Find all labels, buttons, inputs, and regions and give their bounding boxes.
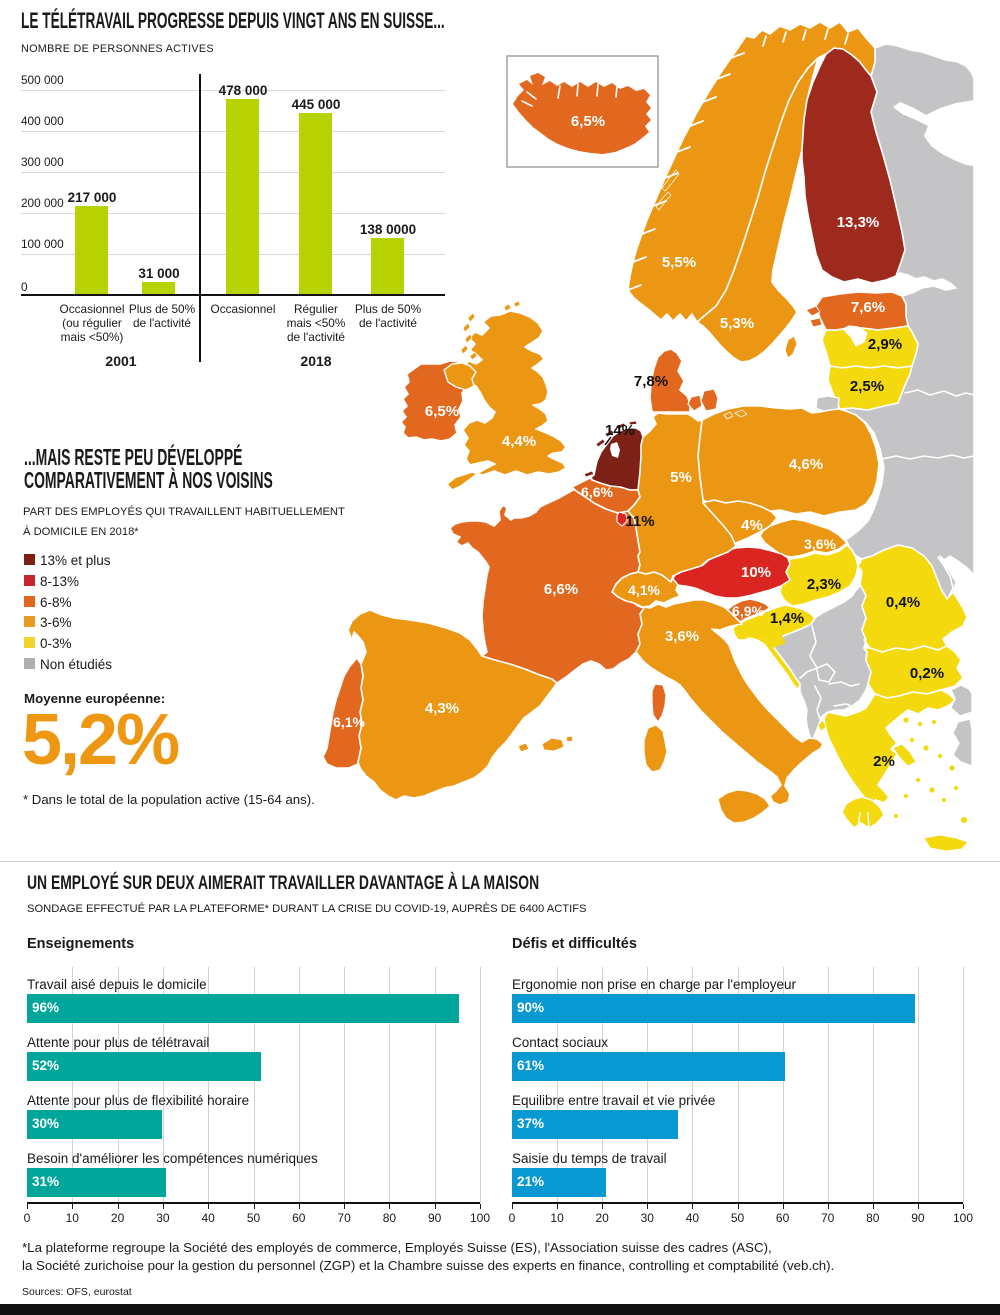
svg-text:1,4%: 1,4%	[770, 610, 804, 627]
svg-text:2,5%: 2,5%	[850, 378, 884, 395]
svg-text:4,3%: 4,3%	[425, 700, 459, 717]
svg-text:2,3%: 2,3%	[807, 576, 841, 593]
svg-text:0,2%: 0,2%	[910, 665, 944, 682]
svg-text:4%: 4%	[741, 517, 763, 534]
svg-text:7,6%: 7,6%	[851, 299, 885, 316]
svg-text:4,1%: 4,1%	[628, 582, 660, 598]
svg-text:6,6%: 6,6%	[581, 484, 613, 500]
svg-text:4,6%: 4,6%	[789, 456, 823, 473]
svg-text:6,5%: 6,5%	[571, 113, 605, 130]
svg-text:5,5%: 5,5%	[662, 254, 696, 271]
svg-text:3,6%: 3,6%	[665, 628, 699, 645]
svg-text:6,9%: 6,9%	[732, 603, 764, 619]
svg-text:10%: 10%	[741, 564, 771, 581]
svg-text:5,3%: 5,3%	[720, 315, 754, 332]
svg-text:2,9%: 2,9%	[868, 336, 902, 353]
svg-text:11%: 11%	[625, 513, 654, 530]
svg-text:6,1%: 6,1%	[333, 714, 365, 730]
svg-text:0,4%: 0,4%	[886, 594, 920, 611]
svg-text:6,5%: 6,5%	[425, 403, 459, 420]
svg-text:3,6%: 3,6%	[804, 536, 836, 552]
svg-text:13,3%: 13,3%	[837, 214, 880, 231]
svg-text:14%: 14%	[605, 422, 635, 439]
svg-text:7,8%: 7,8%	[634, 373, 668, 390]
svg-text:4,4%: 4,4%	[502, 433, 536, 450]
svg-text:6,6%: 6,6%	[544, 581, 578, 598]
svg-text:5%: 5%	[670, 469, 692, 486]
svg-text:2%: 2%	[873, 753, 895, 770]
